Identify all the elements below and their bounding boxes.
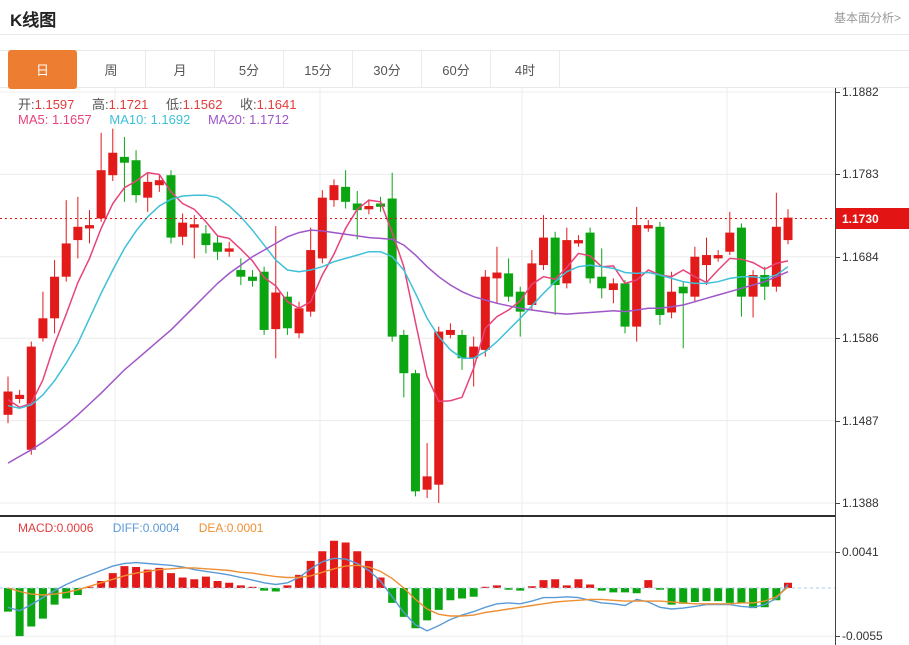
macd-grid-layer bbox=[0, 517, 835, 645]
tab-60min[interactable]: 60分 bbox=[422, 51, 491, 87]
line-MA20 bbox=[7, 229, 789, 464]
price-axis-label-tick bbox=[836, 338, 840, 340]
price-axis: 1.1882 1.1783 1.1684 1.1586 1.1487 1.1388 0.00… bbox=[836, 0, 909, 645]
price-axis-label: 1.1882 bbox=[842, 85, 879, 99]
ma10-label: MA10: bbox=[109, 112, 147, 127]
price-axis-label: 1.1586 bbox=[842, 331, 879, 346]
tab-4hour[interactable]: 4时 bbox=[491, 51, 560, 87]
ma20-value: 1.1712 bbox=[249, 112, 289, 127]
ma5-label: MA5: bbox=[18, 112, 49, 127]
dea-label: DEA: bbox=[198, 521, 227, 535]
macd-lines-layer bbox=[7, 557, 789, 632]
tab-15min[interactable]: 15分 bbox=[284, 51, 353, 87]
high-value: 1.1721 bbox=[108, 97, 149, 112]
line-DIFF bbox=[7, 557, 789, 632]
close-label: 收: bbox=[240, 97, 257, 112]
ohlc-legend: 开:1.1597 高:1.1721 低:1.1562 收:1.1641 bbox=[18, 94, 310, 113]
dea-value: 0.0001 bbox=[226, 521, 264, 535]
close-value: 1.1641 bbox=[256, 97, 297, 112]
panel-separator bbox=[0, 515, 836, 517]
page-title: K线图 bbox=[10, 11, 57, 30]
interval-tabbar: 日 周 月 5分 15分 30分 60分 4时 bbox=[0, 50, 909, 89]
macd-axis-label-tick bbox=[836, 552, 840, 554]
diff-label: DIFF: bbox=[112, 521, 143, 535]
diff-value: 0.0004 bbox=[142, 521, 180, 535]
high-label: 高: bbox=[92, 97, 109, 112]
price-axis-label-tick bbox=[836, 503, 840, 504]
macd-chart-svg[interactable] bbox=[0, 517, 836, 645]
ma20-label: MA20: bbox=[207, 112, 246, 127]
title-divider bbox=[0, 34, 909, 35]
price-axis-label-tick bbox=[836, 92, 840, 93]
ma-lines-layer bbox=[7, 171, 789, 464]
macd-axis-label: -0.0055 bbox=[842, 629, 883, 644]
line-DEA bbox=[7, 564, 789, 617]
main-chart-svg[interactable] bbox=[0, 88, 836, 515]
line-MA10 bbox=[7, 194, 789, 409]
low-label: 低: bbox=[166, 97, 183, 112]
line-MA5 bbox=[7, 171, 789, 409]
price-axis-label: 1.1487 bbox=[842, 413, 879, 428]
macd-axis-label-tick bbox=[836, 636, 840, 638]
current-price-marker: 1.1730 bbox=[836, 208, 909, 230]
macd-axis-label: 0.0041 bbox=[842, 545, 879, 560]
fundamental-analysis-link[interactable]: 基本面分析> bbox=[833, 11, 901, 25]
price-axis-label-tick bbox=[836, 256, 840, 258]
price-axis-label: 1.1783 bbox=[842, 167, 879, 182]
tab-5min[interactable]: 5分 bbox=[215, 51, 284, 87]
tab-month[interactable]: 月 bbox=[146, 51, 215, 87]
ma10-value: 1.1692 bbox=[150, 112, 191, 127]
macd-legend: MACD:0.0006 DIFF:0.0004 DEA:0.0001 bbox=[18, 521, 279, 535]
tab-day[interactable]: 日 bbox=[8, 50, 77, 89]
price-axis-label-tick bbox=[836, 420, 840, 422]
macd-label: MACD: bbox=[18, 521, 57, 535]
candles-layer bbox=[3, 128, 793, 503]
tab-30min[interactable]: 30分 bbox=[353, 51, 422, 87]
price-axis-label: 1.1388 bbox=[842, 496, 879, 510]
price-axis-label-tick bbox=[836, 174, 840, 176]
open-value: 1.1597 bbox=[34, 97, 75, 112]
ma5-value: 1.1657 bbox=[51, 112, 92, 127]
tab-week[interactable]: 周 bbox=[77, 51, 146, 87]
macd-bars-layer bbox=[4, 540, 792, 637]
price-axis-line bbox=[835, 88, 836, 645]
open-label: 开: bbox=[18, 97, 35, 112]
macd-value: 0.0006 bbox=[56, 521, 94, 535]
low-value: 1.1562 bbox=[182, 97, 223, 112]
ma-legend: MA5: 1.1657 MA10: 1.1692 MA20: 1.1712 bbox=[18, 112, 303, 127]
price-axis-label: 1.1684 bbox=[842, 249, 879, 264]
